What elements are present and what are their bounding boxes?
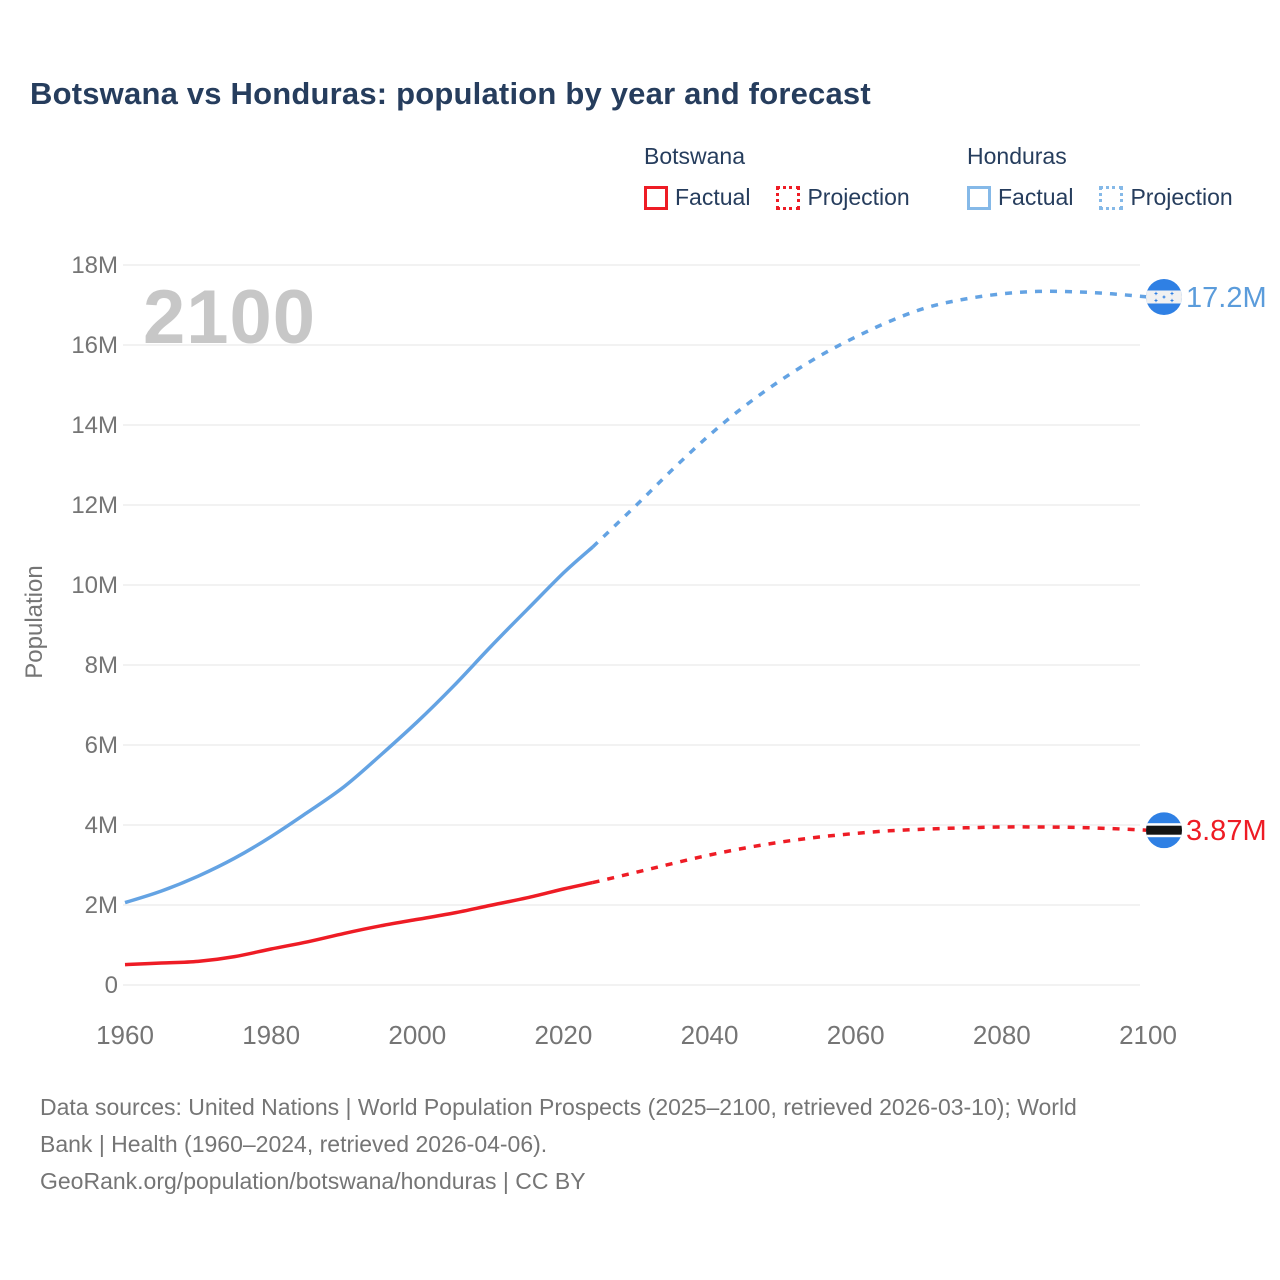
- page-title: Botswana vs Honduras: population by year…: [30, 76, 871, 111]
- x-tick-label: 2020: [535, 1020, 593, 1050]
- legend-group-title: Honduras: [967, 143, 1067, 169]
- legend-item-botswana-projection[interactable]: Projection: [776, 184, 910, 211]
- legend-group-botswana: Botswana Factual Projection: [644, 143, 936, 211]
- series-path-honduras-projection[interactable]: [591, 289, 1149, 549]
- series-path-botswana-factual[interactable]: [124, 880, 594, 967]
- x-tick-label: 2000: [388, 1020, 446, 1050]
- y-tick-label: 14M: [71, 412, 118, 439]
- y-tick-label: 8M: [85, 652, 118, 679]
- y-tick-label: 10M: [71, 572, 118, 599]
- flag-botswana-icon: [1146, 812, 1182, 849]
- legend-swatch-solid-icon: [644, 185, 668, 210]
- legend-item-label: Projection: [1130, 184, 1233, 210]
- y-tick-label: 0: [105, 972, 118, 999]
- legend-row: Factual Projection: [644, 184, 936, 211]
- flag-honduras-icon: [1146, 279, 1182, 315]
- legend-swatch-dotted-icon: [776, 185, 801, 210]
- x-tick-label: 2040: [681, 1020, 739, 1050]
- y-tick-label: 4M: [85, 812, 118, 839]
- legend-swatch-solid-icon: [967, 185, 991, 210]
- watermark-year: 2100: [143, 275, 316, 360]
- x-tick-label: 1980: [242, 1020, 300, 1050]
- y-tick-label: 2M: [85, 892, 118, 919]
- legend-item-honduras-projection[interactable]: Projection: [1099, 184, 1233, 211]
- x-tick-label: 2060: [827, 1020, 885, 1050]
- x-tick-label: 2080: [973, 1020, 1031, 1050]
- legend-item-botswana-factual[interactable]: Factual: [644, 184, 750, 211]
- legend-item-label: Projection: [807, 184, 910, 210]
- legend-item-label: Factual: [675, 184, 751, 210]
- x-tick-label: 2100: [1119, 1020, 1177, 1050]
- attribution-link[interactable]: GeoRank.org/population/botswana/honduras…: [40, 1168, 586, 1194]
- y-tick-label: 6M: [85, 732, 118, 759]
- end-label-honduras: 17.2M: [1186, 282, 1267, 314]
- data-sources-line: Bank | Health (1960–2024, retrieved 2026…: [40, 1131, 548, 1157]
- legend-group-honduras: Honduras Factual Projection: [967, 143, 1259, 211]
- y-tick-label: 18M: [71, 252, 118, 279]
- legend-item-honduras-factual[interactable]: Factual: [967, 184, 1073, 211]
- y-axis-title: Population: [21, 565, 48, 678]
- legend-swatch-dotted-icon: [1099, 185, 1124, 210]
- legend-group-title: Botswana: [644, 143, 746, 169]
- data-sources-line: Data sources: United Nations | World Pop…: [40, 1094, 1077, 1120]
- series-path-honduras-factual[interactable]: [124, 545, 594, 905]
- series-path-botswana-projection[interactable]: [592, 825, 1149, 885]
- end-label-botswana: 3.87M: [1186, 815, 1267, 847]
- legend-row: Factual Projection: [967, 184, 1259, 211]
- y-tick-label: 12M: [71, 492, 118, 519]
- data-sources-note: Data sources: United Nations | World Pop…: [40, 1089, 1250, 1200]
- legend-item-label: Factual: [998, 184, 1074, 210]
- x-tick-label: 1960: [96, 1020, 154, 1050]
- y-tick-label: 16M: [71, 332, 118, 359]
